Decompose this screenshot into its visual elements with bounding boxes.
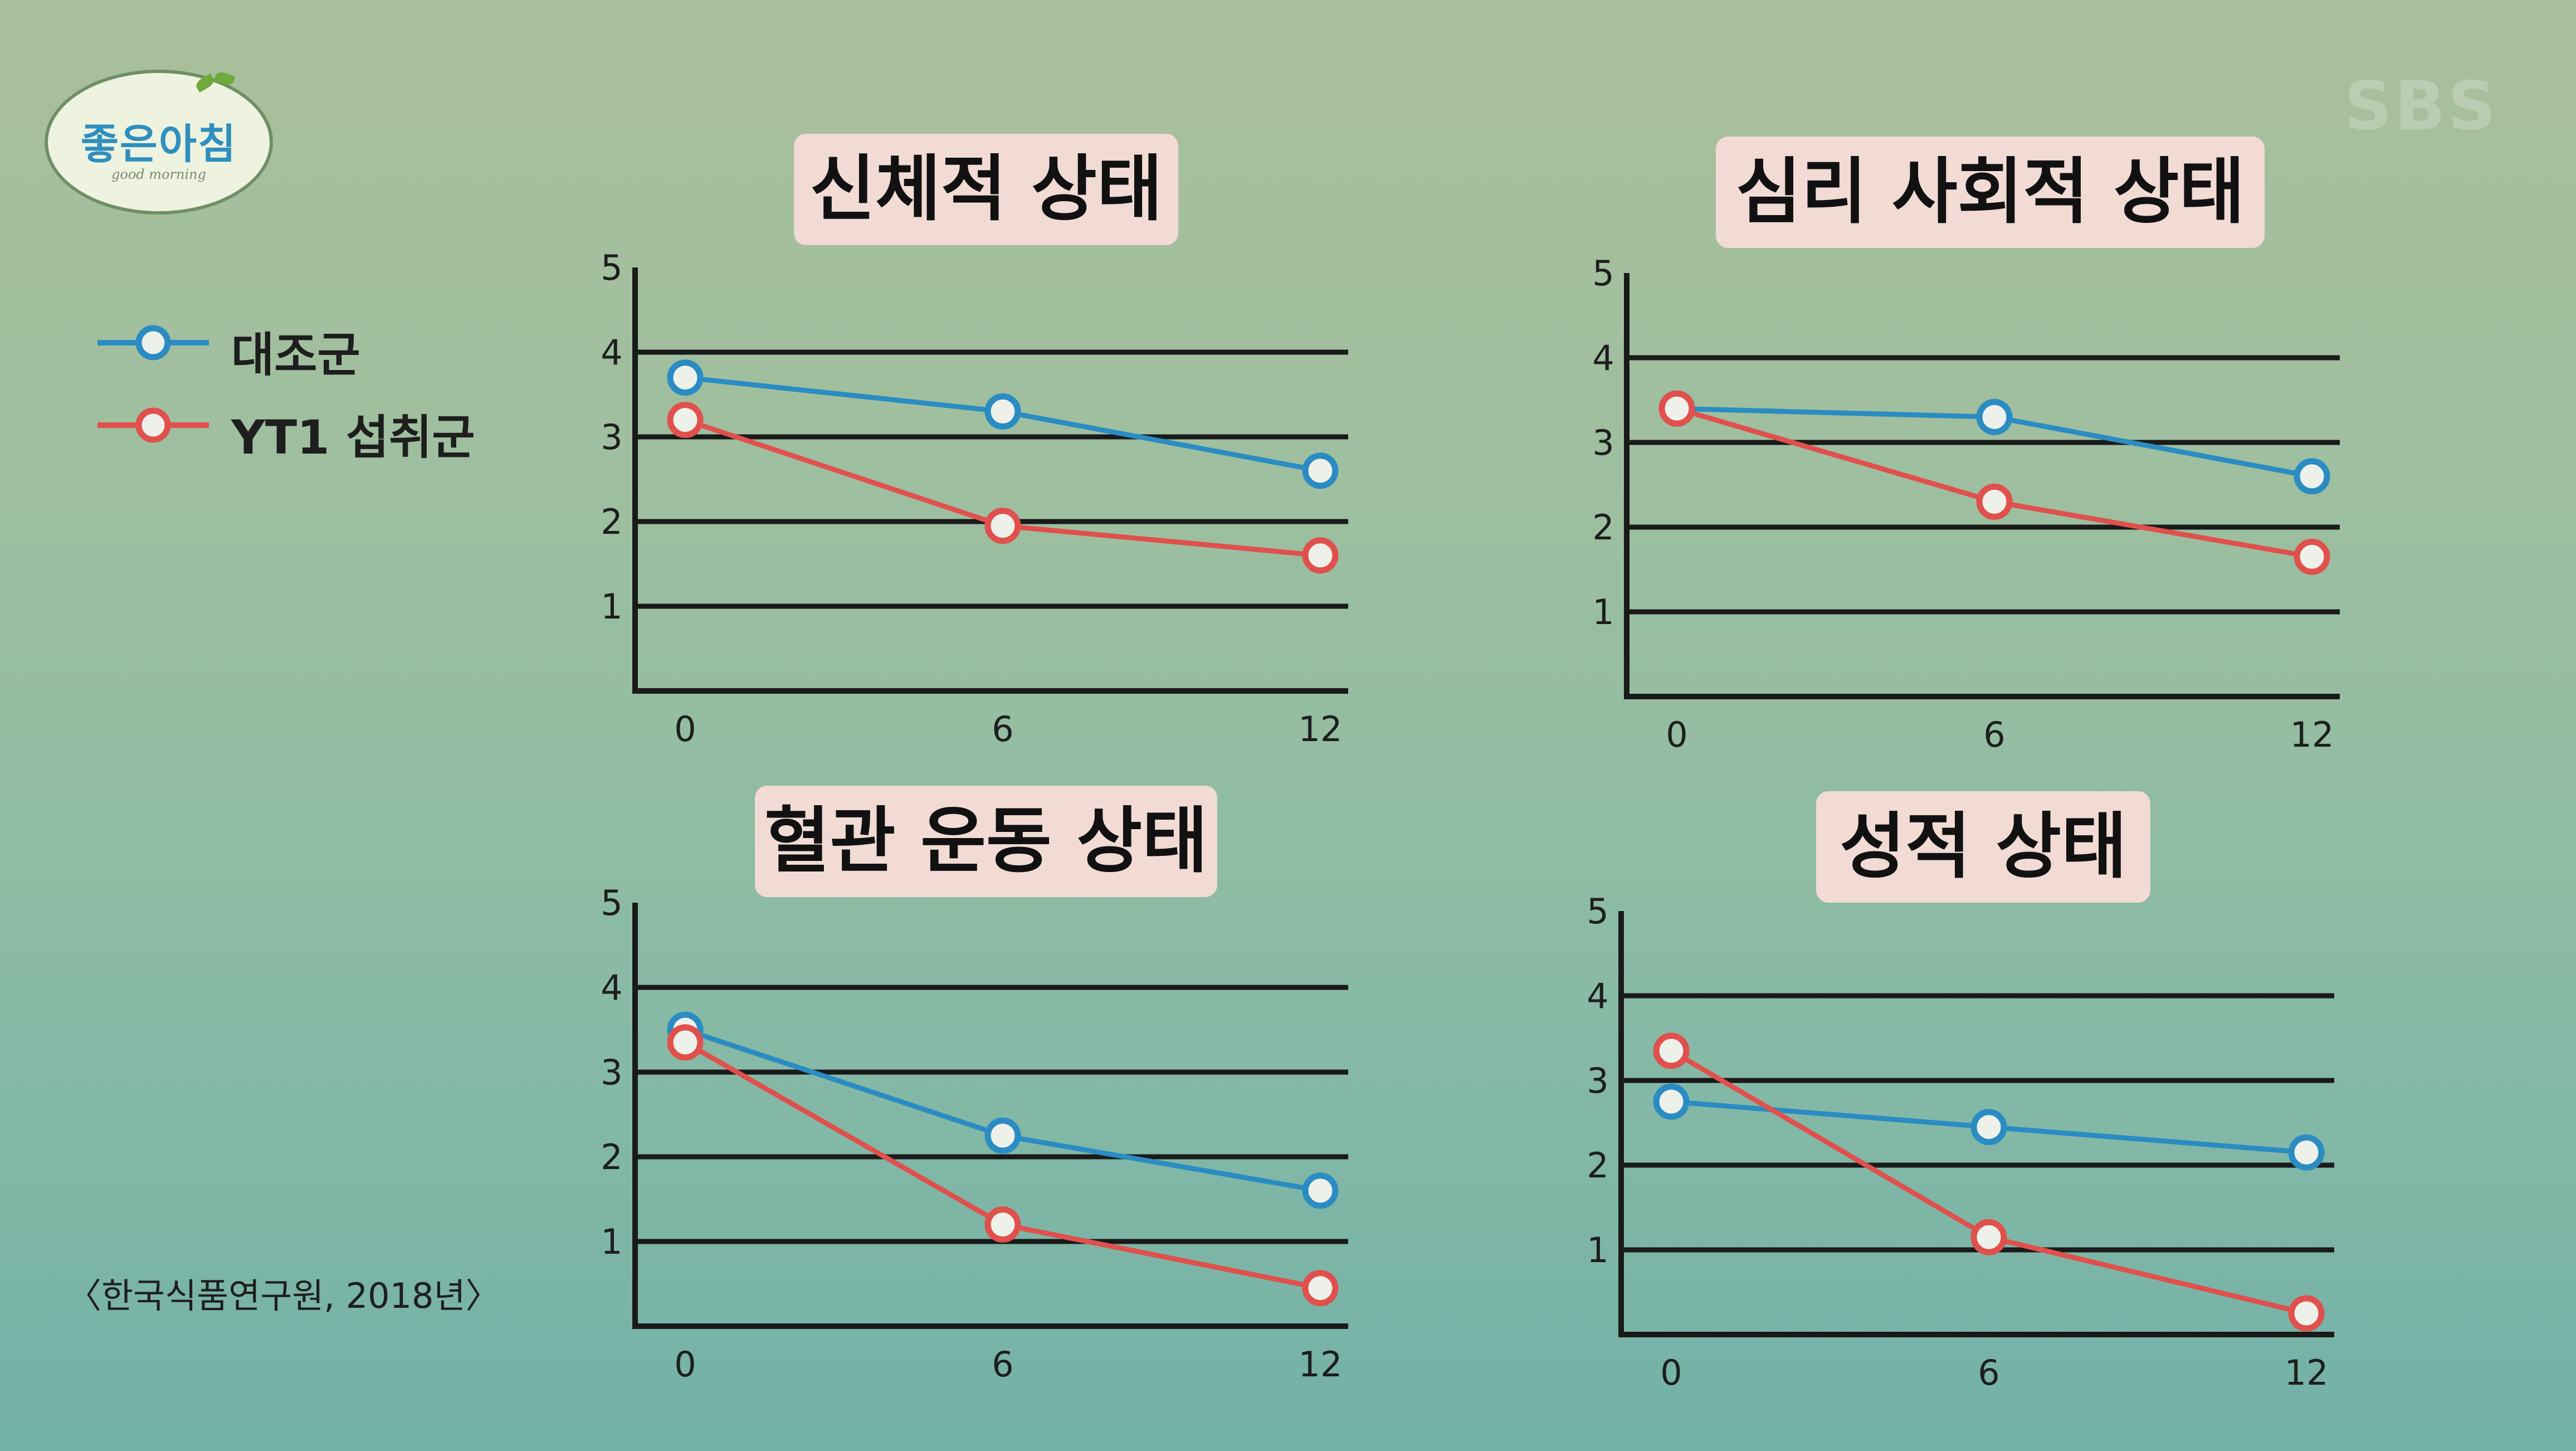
y-tick-label-3: 3 — [1592, 422, 1614, 463]
data-point-YT1-섭취군-x6 — [984, 508, 1021, 544]
data-point-대조군-x12 — [1302, 1172, 1339, 1209]
x-tick-label-0: 0 — [1666, 714, 1687, 755]
chart-title-vasomotor: 혈관 운동 상태 — [755, 786, 1217, 897]
x-tick-label-12: 12 — [1299, 1344, 1343, 1385]
series-line-대조군 — [684, 1027, 1321, 1194]
x-tick-label-12: 12 — [2285, 1352, 2329, 1393]
y-tick-label-5: 5 — [1587, 891, 1608, 932]
legend-marker-yt1 — [97, 407, 209, 443]
broadcaster-watermark: SBS — [2344, 68, 2498, 145]
data-point-대조군-x0 — [1653, 1083, 1690, 1120]
data-point-대조군-x12 — [1302, 452, 1339, 489]
data-point-대조군-x6 — [984, 1117, 1021, 1154]
data-point-YT1-섭취군-x12 — [2294, 538, 2330, 575]
y-tick-label-4: 4 — [601, 332, 622, 373]
y-tick-label-2: 2 — [601, 1137, 622, 1177]
chart-title-sexual: 성적 상태 — [1816, 791, 2150, 903]
x-tick-label-6: 6 — [1978, 1352, 1999, 1393]
logo-subtext: good morning — [111, 167, 206, 182]
x-tick-label-0: 0 — [674, 709, 696, 749]
x-tick-label-6: 6 — [992, 1344, 1013, 1385]
program-logo: 좋은아침 good morning — [45, 70, 273, 215]
y-tick-label-2: 2 — [1587, 1145, 1608, 1186]
legend-label-control: 대조군 — [231, 328, 360, 382]
y-tick-label-4: 4 — [1592, 338, 1614, 378]
y-tick-label-5: 5 — [601, 883, 622, 923]
x-tick-label-12: 12 — [1299, 709, 1343, 749]
y-tick-label-2: 2 — [1592, 507, 1614, 548]
data-point-대조군-x12 — [2294, 458, 2330, 495]
data-point-YT1-섭취군-x0 — [1653, 1033, 1690, 1069]
y-tick-label-1: 1 — [601, 586, 622, 627]
leaf-icon — [194, 73, 216, 93]
data-point-대조군-x0 — [667, 359, 704, 396]
y-tick-label-3: 3 — [601, 1052, 622, 1093]
data-point-대조군-x6 — [984, 393, 1021, 430]
y-tick-label-1: 1 — [1592, 592, 1614, 632]
chart-title-psychosocial: 심리 사회적 상태 — [1716, 137, 2265, 248]
y-tick-label-4: 4 — [601, 967, 622, 1008]
data-point-대조군-x6 — [1976, 398, 2013, 435]
chart-title-physical: 신체적 상태 — [794, 134, 1178, 245]
data-point-YT1-섭취군-x6 — [984, 1206, 1021, 1243]
data-point-YT1-섭취군-x6 — [1976, 483, 2013, 520]
source-citation: 〈한국식품연구원, 2018년〉 — [67, 1275, 500, 1316]
data-point-YT1-섭취군-x12 — [1302, 537, 1339, 574]
x-tick-label-6: 6 — [1983, 714, 2005, 755]
y-tick-label-5: 5 — [601, 247, 622, 288]
series-line-YT1-섭취군 — [1670, 1048, 2307, 1316]
data-point-YT1-섭취군-x12 — [2288, 1295, 2325, 1332]
data-point-YT1-섭취군-x0 — [667, 1024, 704, 1061]
y-tick-label-1: 1 — [1587, 1230, 1608, 1270]
y-tick-label-2: 2 — [601, 501, 622, 542]
data-point-YT1-섭취군-x0 — [667, 402, 704, 439]
data-point-YT1-섭취군-x6 — [1970, 1219, 2007, 1255]
data-point-YT1-섭취군-x0 — [1658, 390, 1695, 427]
leaf-icon — [213, 70, 236, 87]
y-tick-label-3: 3 — [1587, 1060, 1608, 1101]
series-line-YT1-섭취군 — [684, 1040, 1321, 1291]
x-tick-label-6: 6 — [992, 709, 1013, 749]
y-tick-label-3: 3 — [601, 417, 622, 457]
logo-text: 좋은아침 — [80, 120, 237, 168]
y-tick-label-4: 4 — [1587, 976, 1608, 1016]
data-point-대조군-x12 — [2288, 1134, 2325, 1171]
data-point-대조군-x6 — [1970, 1109, 2007, 1146]
y-tick-label-1: 1 — [601, 1221, 622, 1262]
legend-marker-control — [97, 325, 209, 361]
y-tick-label-5: 5 — [1592, 253, 1614, 294]
x-tick-label-12: 12 — [2290, 714, 2334, 755]
data-point-YT1-섭취군-x12 — [1302, 1270, 1339, 1307]
x-tick-label-0: 0 — [1660, 1352, 1682, 1393]
x-tick-label-0: 0 — [674, 1344, 696, 1385]
legend-label-yt1: YT1 섭취군 — [231, 410, 475, 465]
